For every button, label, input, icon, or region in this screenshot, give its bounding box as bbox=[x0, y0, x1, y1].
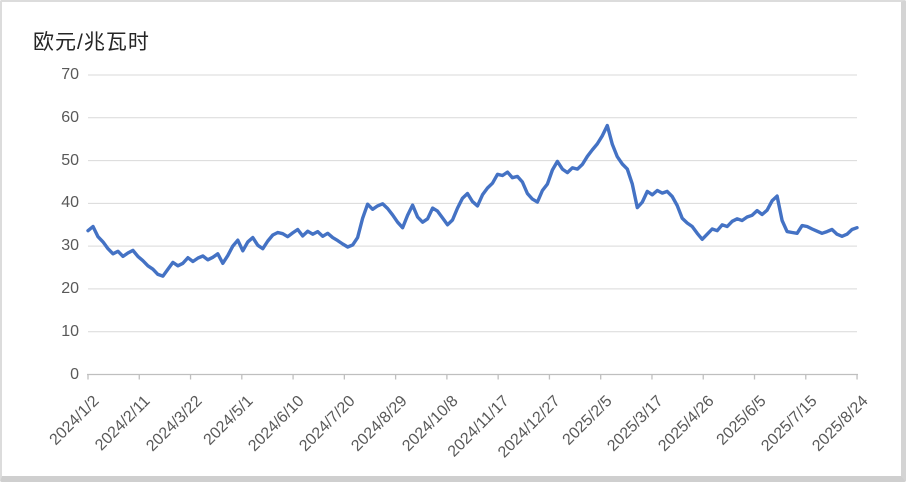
y-axis-tick-label: 10 bbox=[61, 322, 79, 340]
y-axis-tick-label: 40 bbox=[61, 194, 79, 212]
y-axis-tick-label: 60 bbox=[61, 108, 79, 126]
chart-title: 欧元/兆瓦时 bbox=[33, 31, 150, 54]
y-axis-tick-label: 20 bbox=[61, 279, 79, 297]
y-axis-tick-label: 50 bbox=[61, 151, 79, 169]
price-line-series bbox=[86, 123, 859, 278]
y-axis-tick-label: 30 bbox=[61, 237, 79, 255]
y-axis-tick-label: 70 bbox=[61, 66, 79, 83]
y-axis-tick-label: 0 bbox=[70, 365, 79, 383]
